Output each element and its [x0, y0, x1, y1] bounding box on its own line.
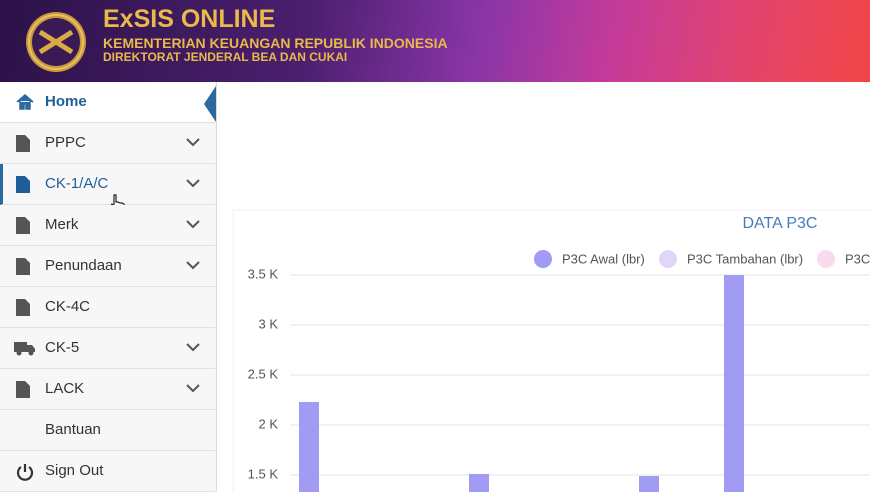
bar — [724, 275, 744, 492]
app-subtitle-2: DIREKTORAT JENDERAL BEA DAN CUKAI — [103, 50, 348, 64]
y-tick-label: 2 K — [258, 416, 278, 431]
menu-label: Bantuan — [45, 421, 101, 438]
menu-label: Sign Out — [45, 462, 104, 479]
menu-item[interactable]: Penundaan — [0, 246, 215, 287]
menu-item[interactable]: Sign Out — [0, 451, 215, 492]
menu-item[interactable]: LACK — [0, 369, 215, 410]
menu-label: LACK — [45, 380, 85, 397]
legend-swatch — [817, 250, 835, 268]
chart-title: DATA P3C — [743, 215, 818, 232]
chevron — [186, 343, 200, 352]
chart: DATA P3C 1.5 K 2 K 2.5 K 3 K 3.5 K P3C Awal (… — [232, 209, 870, 492]
menu-label: PPPC — [45, 134, 86, 151]
icon — [16, 299, 30, 316]
menu-label: Penundaan — [45, 257, 122, 274]
menu-item[interactable]: Merk — [0, 205, 215, 246]
active-indicator — [204, 86, 216, 122]
chevron — [186, 179, 200, 188]
menu-item[interactable]: CK-1/A/C — [0, 164, 215, 214]
y-tick-label: 3.5 K — [248, 266, 279, 281]
bar — [639, 476, 659, 492]
chevron — [186, 220, 200, 229]
icon — [16, 464, 34, 481]
icon — [16, 94, 34, 110]
bar — [299, 402, 319, 492]
chevron — [186, 384, 200, 393]
menu-item[interactable]: PPPC — [0, 123, 215, 164]
menu-label: Merk — [45, 216, 79, 233]
menu-item[interactable]: CK-4C — [0, 287, 215, 328]
app-title: ExSIS ONLINE — [103, 5, 276, 33]
icon — [16, 258, 30, 275]
chevron — [186, 138, 200, 147]
legend-label: P3C Tambahan (lbr) — [687, 251, 803, 266]
legend-label: P3C Awal (lbr) — [562, 251, 645, 266]
menu-item[interactable]: Home — [0, 82, 216, 123]
menu-label: CK-4C — [45, 298, 91, 315]
icon — [16, 381, 30, 398]
y-tick-label: 1.5 K — [248, 466, 279, 481]
menu-item[interactable]: Bantuan — [0, 410, 215, 451]
app-subtitle: KEMENTERIAN KEUANGAN REPUBLIK INDONESIA — [103, 35, 448, 51]
icon — [16, 217, 30, 234]
logo — [26, 12, 86, 72]
icon — [16, 176, 30, 193]
bar — [469, 474, 489, 492]
legend-swatch — [659, 250, 677, 268]
header: ExSIS ONLINE KEMENTERIAN KEUANGAN REPUBL… — [0, 0, 870, 82]
chevron — [186, 261, 200, 270]
menu-label: CK-1/A/C — [45, 175, 109, 192]
sidebar: Home PPPC CK-1/A/C Merk Penundaan CK-4C — [0, 82, 217, 492]
legend-label: P3C — [845, 251, 870, 266]
y-tick-label: 3 K — [258, 316, 278, 331]
icon — [14, 342, 35, 356]
icon — [16, 135, 30, 152]
menu-item[interactable]: CK-5 — [0, 328, 215, 369]
menu-label: CK-5 — [45, 339, 80, 356]
y-tick-label: 2.5 K — [248, 366, 279, 381]
legend-swatch — [534, 250, 552, 268]
menu-label: Home — [45, 93, 87, 110]
